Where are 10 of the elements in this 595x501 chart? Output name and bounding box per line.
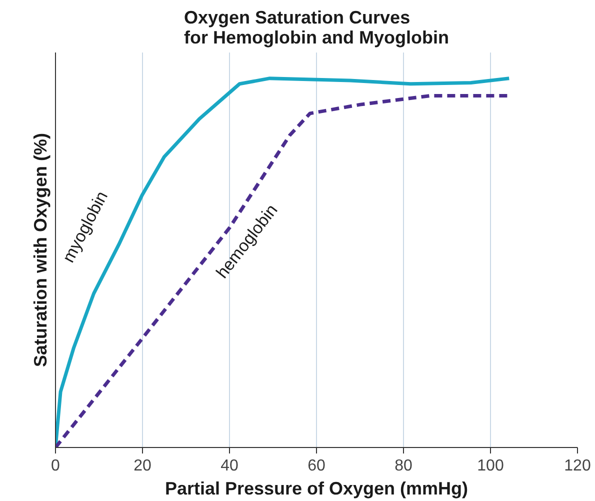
chart-title: Oxygen Saturation Curves for Hemoglobin and Myoglobin [184, 8, 449, 48]
x-tick-label: 60 [308, 458, 326, 474]
x-tick-label: 20 [134, 458, 152, 474]
x-tick-label: 0 [51, 458, 60, 474]
x-tick-label: 40 [220, 458, 238, 474]
x-axis-title: Partial Pressure of Oxygen (mmHg) [164, 478, 468, 498]
y-axis-title: Saturation with Oxygen (%) [30, 132, 50, 368]
x-tick-label: 100 [477, 458, 504, 474]
x-tick-label: 80 [394, 458, 412, 474]
x-tick-label: 120 [564, 458, 591, 474]
